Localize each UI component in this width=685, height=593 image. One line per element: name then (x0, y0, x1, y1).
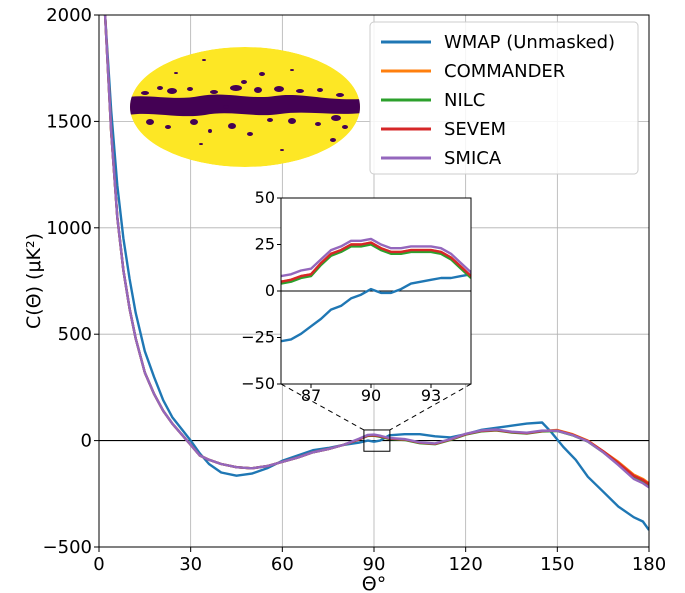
x-tick-label: 60 (271, 554, 294, 575)
x-tick-label: 150 (540, 554, 574, 575)
inset-series-line (281, 243, 471, 285)
zoom-indicator (280, 383, 472, 452)
y-tick-label: 2000 (46, 5, 92, 26)
y-tick-label: 0 (81, 431, 92, 452)
inset-series-line (281, 273, 471, 343)
inset-series-lines (281, 237, 471, 343)
x-tick-label: 90 (363, 554, 386, 575)
legend-box (369, 21, 639, 175)
y-tick-label: −500 (43, 537, 92, 558)
y-tick-label: 1000 (46, 218, 92, 239)
series-line (103, 15, 649, 489)
legend-label: SEVEM (444, 119, 506, 140)
legend-label: COMMANDER (444, 61, 565, 82)
legend-label: NILC (444, 90, 485, 111)
legend: WMAP (Unmasked) COMMANDER NILC SEVEM SMICA (369, 21, 639, 175)
inset-x-tick-label: 93 (421, 386, 441, 405)
sky-mask-map (130, 47, 360, 167)
x-tick-label: 30 (179, 554, 202, 575)
legend-label: SMICA (444, 148, 502, 169)
legend-label: WMAP (Unmasked) (444, 32, 615, 53)
inset-y-tick-label: 25 (255, 235, 275, 254)
inset-tick-labels: 87 90 93 −50 −25 0 25 50 (241, 188, 441, 405)
inset-series-line (281, 241, 471, 283)
y-tick-label: 500 (58, 324, 92, 345)
inset-y-tick-label: 50 (255, 188, 275, 207)
inset-y-tick-label: −50 (241, 374, 275, 393)
x-tick-label: 120 (448, 554, 482, 575)
series-line (103, 15, 649, 531)
y-tick-label: 1500 (46, 111, 92, 132)
main-series-lines (103, 15, 649, 531)
inset-x-tick-label: 87 (301, 386, 321, 405)
x-axis-label: Θ° (362, 573, 386, 593)
inset-x-tick-label: 90 (361, 386, 381, 405)
inset-y-tick-label: 0 (265, 281, 275, 300)
y-axis-label: C(Θ) (μK²) (23, 233, 45, 329)
x-tick-label: 180 (632, 554, 666, 575)
x-tick-label: 0 (93, 554, 104, 575)
inset-y-tick-label: −25 (241, 328, 275, 347)
inset-series-line (281, 237, 471, 278)
